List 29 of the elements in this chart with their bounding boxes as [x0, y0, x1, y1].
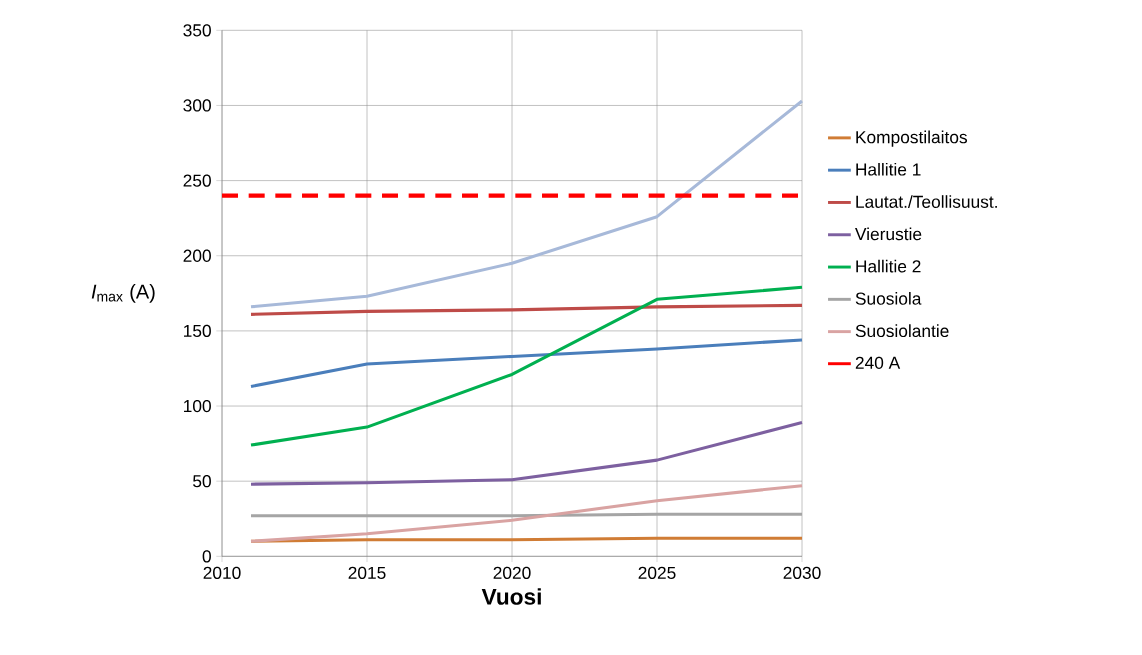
legend-label: 240 A [855, 356, 901, 369]
x-axis-title: Vuosi [481, 588, 541, 605]
legend-label: Suosiola [855, 292, 922, 305]
y-tick-label: 200 [183, 249, 211, 262]
line-series [249, 484, 804, 543]
x-tick-label: 2015 [348, 566, 386, 579]
legend-label: Kompostilaitos [856, 130, 968, 147]
y-tick-label: 250 [183, 174, 211, 187]
y-tick-label: 300 [183, 99, 211, 112]
y-axis-title: I$_{max}$ (A) [91, 284, 155, 303]
line-series [249, 421, 804, 486]
legend-label: Hallitie 1 [856, 162, 921, 176]
x-tick-label: 2030 [783, 566, 821, 579]
legend-label: Lautat./Teollisuust. [856, 195, 997, 208]
line-series [249, 285, 804, 447]
legend-label: Hallitie 2 [856, 259, 921, 273]
y-tick-label: 50 [193, 475, 211, 488]
legend-label: Suosiolantie [855, 324, 949, 338]
x-tick-label: 2025 [638, 566, 676, 579]
y-tick-label: 350 [183, 24, 211, 37]
y-tick-label: 150 [184, 324, 211, 338]
x-tick-label: 2010 [203, 566, 241, 579]
line-series [249, 303, 804, 316]
x-tick-label: 2020 [493, 566, 531, 579]
legend-label: Vierustie [855, 227, 922, 241]
y-tick-label: 0 [202, 550, 211, 563]
line-series [249, 99, 804, 309]
y-tick-label: 100 [184, 399, 211, 413]
line-series [249, 338, 804, 389]
